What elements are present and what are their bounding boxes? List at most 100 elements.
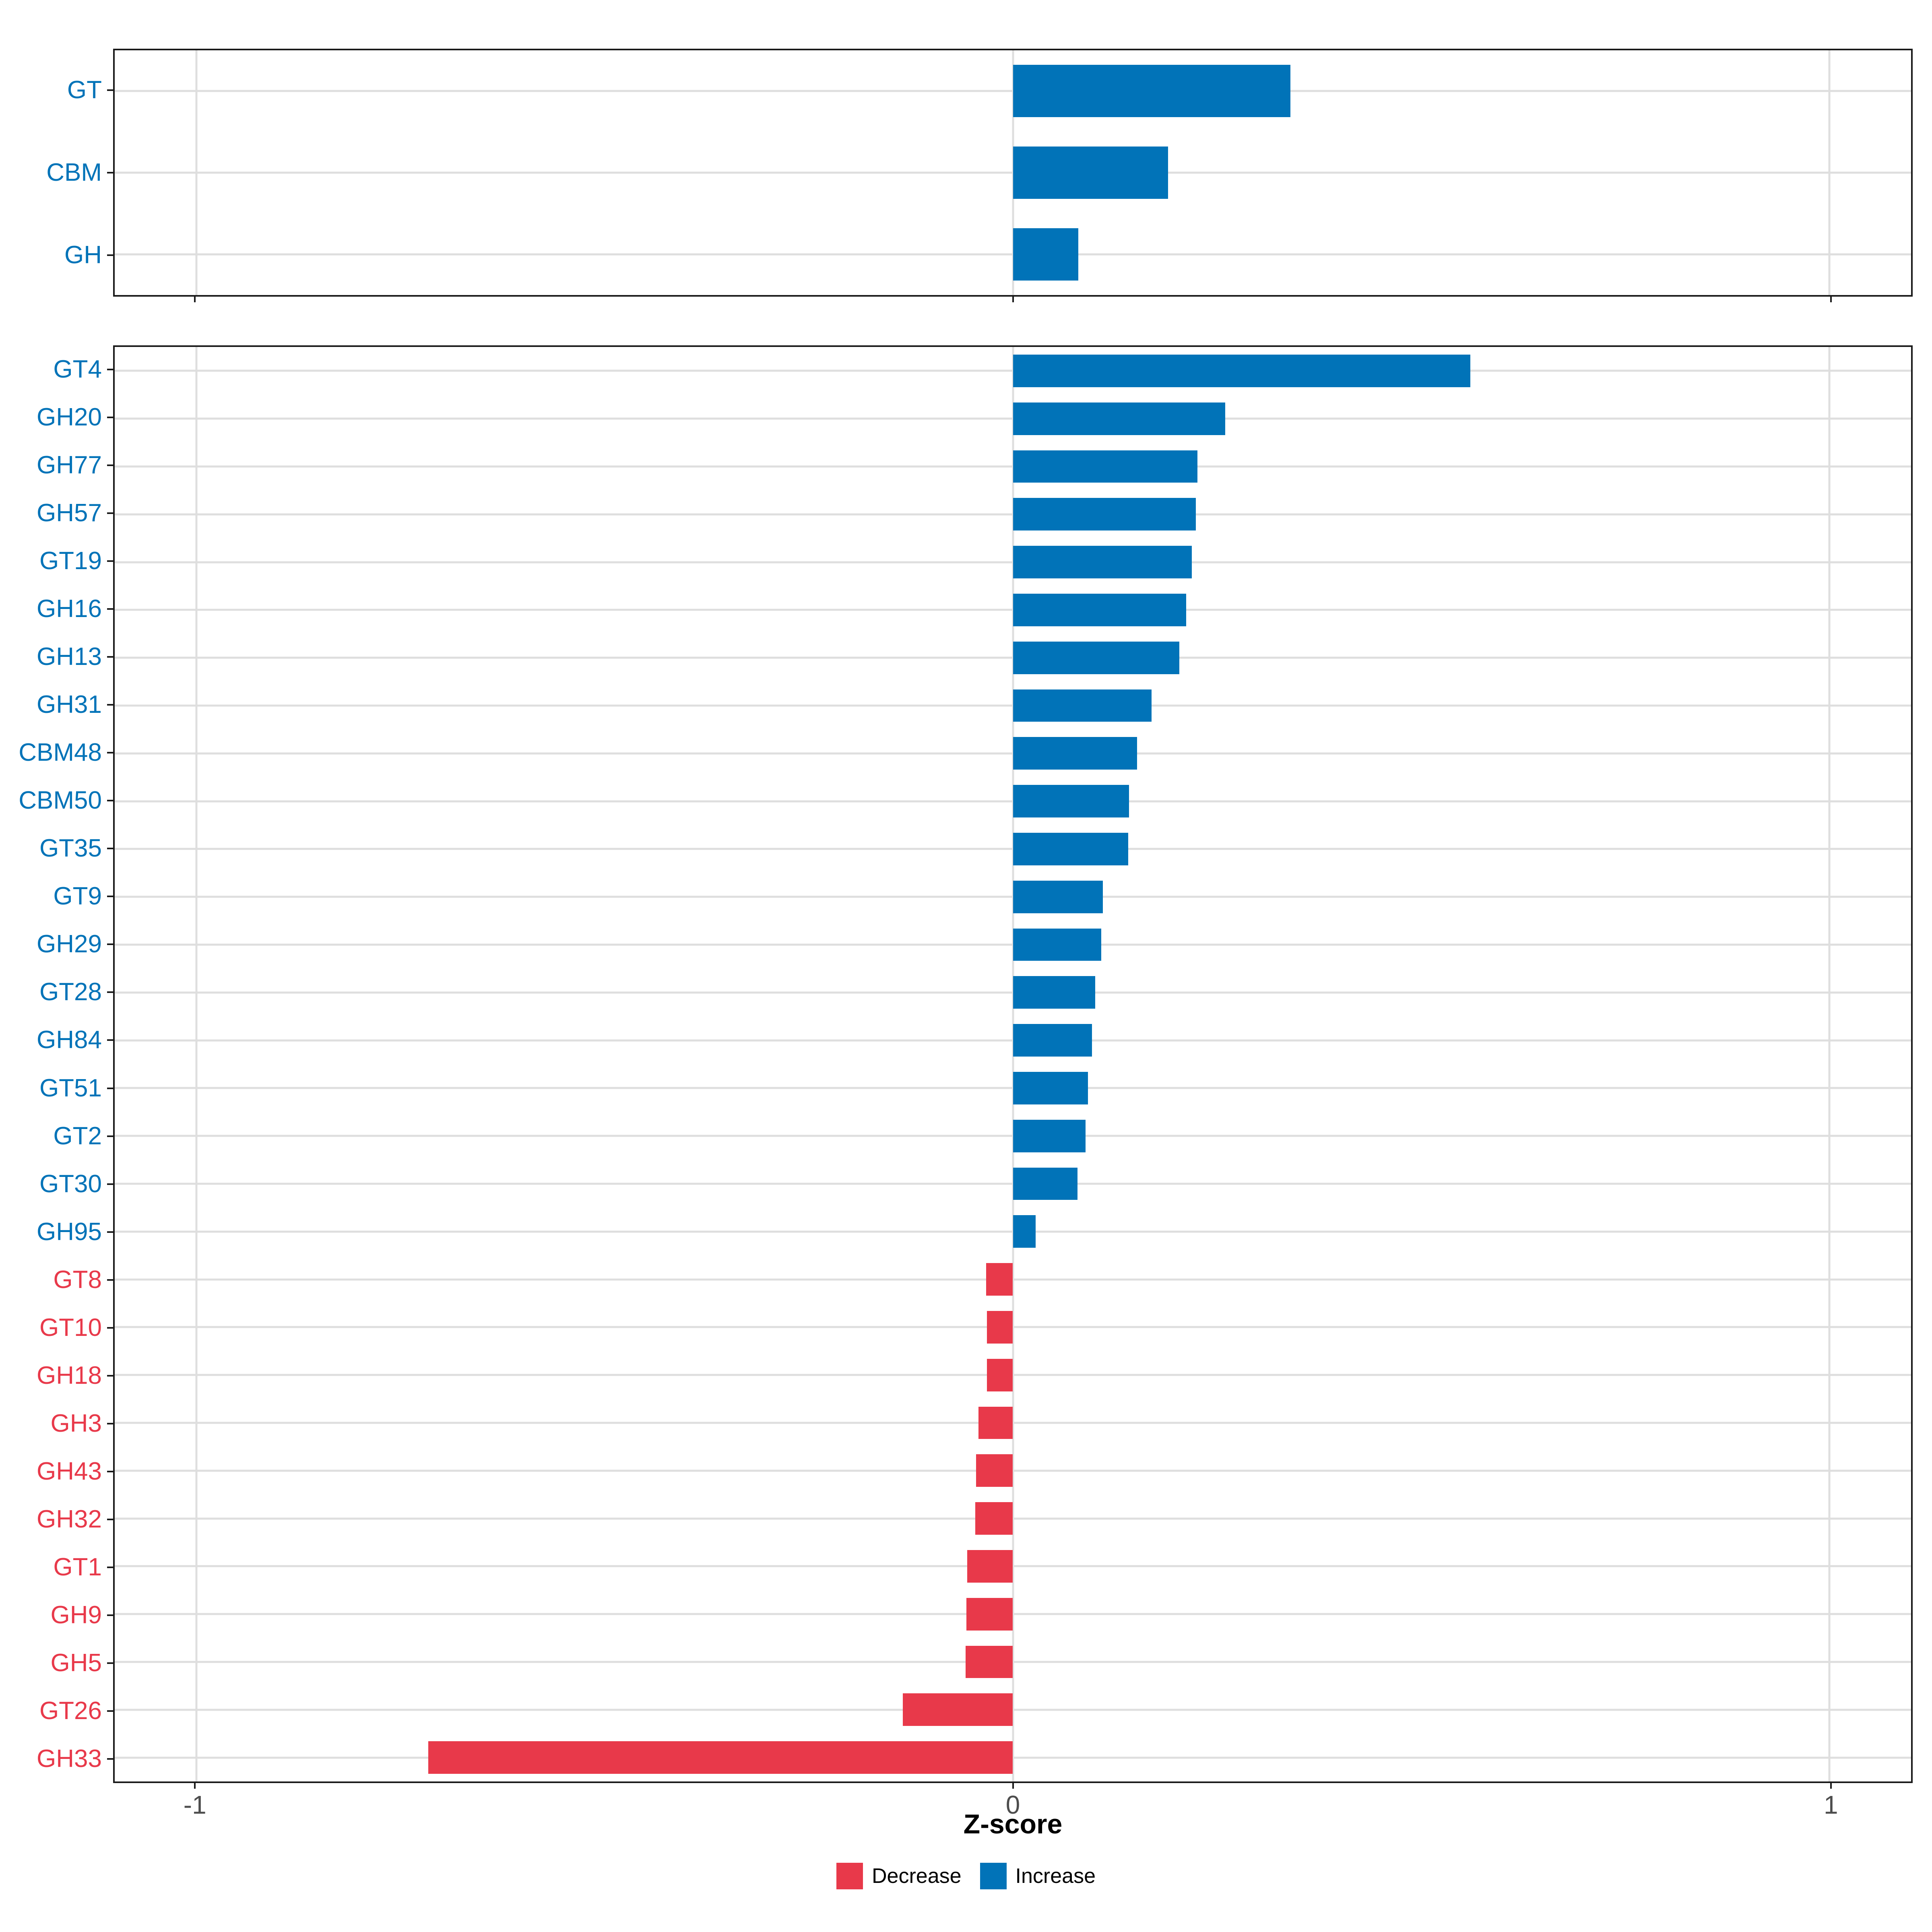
y-axis-tick <box>107 1519 113 1521</box>
y-label-GH43: GH43 <box>37 1457 102 1486</box>
y-axis-tick <box>107 1423 113 1424</box>
bar-GH84 <box>1013 1024 1092 1057</box>
y-label-GH20: GH20 <box>37 403 102 431</box>
bar-GH43 <box>976 1454 1013 1487</box>
decrease-swatch-icon <box>836 1863 863 1889</box>
y-axis-tick <box>107 1183 113 1185</box>
horizontal-gridline <box>115 1757 1911 1759</box>
y-label-GH5: GH5 <box>50 1649 102 1677</box>
y-label-GH3: GH3 <box>50 1410 102 1437</box>
x-axis-tick <box>194 297 196 302</box>
y-label-GH57: GH57 <box>37 499 102 527</box>
y-label-GT30: GT30 <box>39 1170 102 1198</box>
y-axis-tick <box>107 172 113 173</box>
y-label-GT35: GT35 <box>39 834 102 863</box>
x-tick-label-0: 0 <box>1005 1790 1020 1819</box>
y-axis-tick <box>107 1567 113 1569</box>
bar-GT4 <box>1013 355 1470 387</box>
increase-swatch-icon <box>980 1863 1007 1889</box>
x-axis-tick <box>1012 1783 1014 1789</box>
bar-GH29 <box>1013 928 1101 961</box>
y-label-GH32: GH32 <box>37 1505 102 1534</box>
y-axis-tick <box>107 656 113 658</box>
y-axis-tick <box>107 560 113 562</box>
y-axis-tick <box>107 608 113 610</box>
horizontal-gridline <box>115 1278 1911 1281</box>
y-label-GH9: GH9 <box>50 1601 102 1629</box>
y-axis-tick <box>107 896 113 898</box>
y-label-GT19: GT19 <box>39 547 102 575</box>
bar-GT19 <box>1013 546 1192 578</box>
y-axis-tick <box>107 1614 113 1616</box>
bar-GT9 <box>1013 880 1103 913</box>
y-label-CBM50: CBM50 <box>19 786 102 815</box>
x-axis-tick <box>194 1783 196 1789</box>
bar-GT8 <box>986 1263 1013 1296</box>
legend-label-increase: Increase <box>1015 1864 1096 1888</box>
y-axis-tick <box>107 1039 113 1041</box>
bar-GT1 <box>967 1550 1013 1583</box>
top-panel <box>113 49 1913 297</box>
bar-GT2 <box>1013 1119 1086 1152</box>
bar-GT <box>1013 65 1291 118</box>
y-label-GT26: GT26 <box>39 1697 102 1725</box>
y-axis-tick <box>107 1662 113 1664</box>
bar-GH5 <box>965 1645 1013 1678</box>
y-label-GH16: GH16 <box>37 594 102 623</box>
y-label-GH: GH <box>64 241 102 269</box>
bar-GT10 <box>987 1311 1013 1344</box>
vertical-gridline <box>1828 347 1831 1781</box>
bar-CBM50 <box>1013 785 1129 817</box>
y-axis-tick <box>107 1231 113 1233</box>
y-label-GT8: GT8 <box>53 1265 102 1294</box>
horizontal-gridline <box>115 1613 1911 1615</box>
y-label-GT28: GT28 <box>39 978 102 1006</box>
y-label-GT1: GT1 <box>53 1553 102 1581</box>
vertical-gridline <box>1012 347 1014 1781</box>
x-tick-label-1: 1 <box>1823 1790 1838 1819</box>
y-axis-tick <box>107 1135 113 1137</box>
y-axis-tick <box>107 752 113 754</box>
y-axis-tick <box>107 416 113 418</box>
y-axis-tick <box>107 464 113 466</box>
bar-GH16 <box>1013 594 1186 626</box>
bar-GH18 <box>987 1358 1013 1391</box>
bottom-panel <box>113 345 1913 1783</box>
bar-GH3 <box>978 1406 1013 1439</box>
bar-GH9 <box>966 1598 1013 1631</box>
y-label-GT: GT <box>67 76 102 104</box>
bar-GH57 <box>1013 498 1196 531</box>
y-label-GT10: GT10 <box>39 1313 102 1342</box>
y-axis-tick <box>107 1471 113 1473</box>
y-label-GT2: GT2 <box>53 1122 102 1150</box>
y-axis-tick <box>107 1710 113 1712</box>
bar-GH33 <box>428 1741 1013 1774</box>
y-label-GH29: GH29 <box>37 930 102 958</box>
y-axis-tick <box>107 800 113 802</box>
horizontal-gridline <box>115 1470 1911 1472</box>
bar-GH13 <box>1013 641 1180 674</box>
bar-GT26 <box>902 1693 1013 1726</box>
y-label-GH33: GH33 <box>37 1745 102 1773</box>
y-label-GH31: GH31 <box>37 691 102 718</box>
x-tick-label--1: -1 <box>183 1790 206 1819</box>
bar-GH31 <box>1013 689 1152 722</box>
legend-item-increase: Increase <box>980 1863 1096 1889</box>
y-label-GH13: GH13 <box>37 642 102 671</box>
x-axis-tick <box>1830 1783 1832 1789</box>
bar-GT35 <box>1013 833 1128 865</box>
y-axis-tick <box>107 704 113 706</box>
y-axis-tick <box>107 1375 113 1377</box>
y-axis-tick <box>107 1279 113 1281</box>
y-label-GH18: GH18 <box>37 1361 102 1389</box>
bar-GH95 <box>1013 1215 1036 1248</box>
y-axis-tick <box>107 1327 113 1329</box>
horizontal-gridline <box>115 1374 1911 1376</box>
y-label-GH77: GH77 <box>37 451 102 479</box>
horizontal-gridline <box>115 1422 1911 1424</box>
horizontal-gridline <box>115 1709 1911 1711</box>
bar-GT28 <box>1013 976 1096 1009</box>
x-axis-title: Z-score <box>963 1809 1063 1839</box>
legend: Decrease Increase <box>0 1863 1932 1889</box>
